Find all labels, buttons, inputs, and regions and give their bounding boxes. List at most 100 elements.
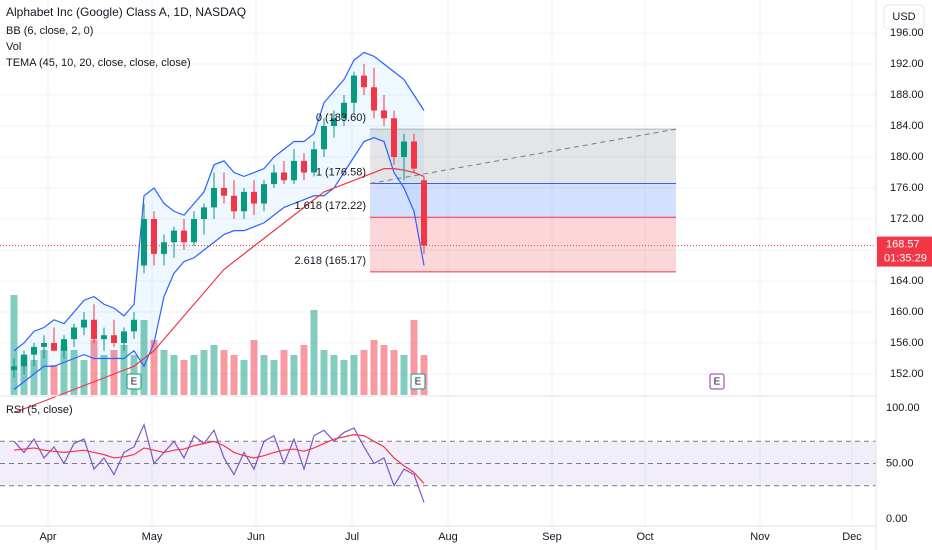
volume-bar bbox=[330, 355, 338, 395]
volume-bar bbox=[300, 345, 308, 395]
volume-bar bbox=[160, 350, 168, 395]
volume-bar bbox=[220, 350, 228, 395]
candle-body bbox=[141, 219, 147, 266]
rsi-title: RSI (5, close) bbox=[6, 404, 73, 416]
x-tick-label: Nov bbox=[750, 531, 770, 543]
y-tick-label: 192.00 bbox=[890, 58, 924, 70]
x-tick-label: Oct bbox=[636, 531, 653, 543]
candle-body bbox=[31, 346, 37, 355]
last-price-box bbox=[877, 236, 932, 267]
x-tick-label: Sep bbox=[542, 531, 562, 543]
currency-button[interactable] bbox=[883, 4, 925, 30]
earnings-marker bbox=[709, 373, 725, 390]
candle-body bbox=[241, 191, 247, 212]
candle-body bbox=[121, 331, 127, 343]
fib-label: 1 (176.58) bbox=[316, 166, 366, 178]
volume-bar bbox=[170, 355, 178, 395]
y-tick-label: 172.00 bbox=[890, 213, 924, 225]
y-tick-label: 196.00 bbox=[890, 27, 924, 39]
volume-bar bbox=[370, 340, 378, 395]
candle-body bbox=[421, 180, 427, 246]
candle-body bbox=[251, 191, 257, 204]
candle-body bbox=[311, 149, 317, 173]
countdown-label: 01:35:29 bbox=[884, 252, 927, 264]
volume-bar bbox=[180, 360, 188, 395]
volume-bar bbox=[310, 310, 318, 395]
earnings-label: E bbox=[714, 377, 721, 388]
trend-line bbox=[369, 128, 677, 185]
volume-bar bbox=[150, 340, 158, 395]
indicator-line bbox=[13, 168, 425, 414]
candle-body bbox=[261, 184, 267, 204]
candle-body bbox=[161, 242, 167, 254]
candle-body bbox=[361, 75, 367, 88]
candle-body bbox=[131, 319, 137, 332]
volume-bar bbox=[360, 350, 368, 395]
rsi-tick-label: 0.00 bbox=[886, 513, 907, 525]
candle-body bbox=[331, 118, 337, 127]
candle-body bbox=[151, 219, 157, 254]
candle-body bbox=[81, 319, 87, 328]
candle-body bbox=[231, 195, 237, 212]
volume-bar bbox=[10, 295, 18, 395]
candle-body bbox=[61, 339, 67, 351]
volume-bar bbox=[410, 320, 418, 395]
volume-bar bbox=[110, 350, 118, 395]
candle-body bbox=[181, 230, 187, 243]
volume-bar bbox=[30, 360, 38, 395]
volume-bar bbox=[340, 360, 348, 395]
y-tick-label: 184.00 bbox=[890, 120, 924, 132]
volume-bar bbox=[90, 340, 98, 395]
candle-body bbox=[401, 141, 407, 158]
candle-body bbox=[51, 342, 57, 351]
fib-label: 2.618 (165.17) bbox=[294, 255, 366, 267]
earnings-label: E bbox=[131, 377, 138, 388]
x-tick-label: Apr bbox=[39, 531, 56, 543]
x-tick-label: Dec bbox=[842, 531, 862, 543]
candle-body bbox=[341, 102, 347, 119]
y-tick-label: 180.00 bbox=[890, 151, 924, 163]
candle-body bbox=[221, 188, 227, 196]
candle-body bbox=[71, 327, 77, 340]
earnings-marker bbox=[410, 373, 426, 390]
fib-label: 0 (183.60) bbox=[316, 112, 366, 124]
candle-body bbox=[191, 219, 197, 243]
candle-body bbox=[111, 335, 117, 343]
y-tick-label: 156.00 bbox=[890, 337, 924, 349]
candle-body bbox=[371, 87, 377, 111]
x-tick-label: May bbox=[142, 531, 163, 543]
indicator-label: Vol bbox=[6, 41, 21, 53]
candle-body bbox=[11, 366, 17, 371]
volume-bar bbox=[140, 320, 148, 395]
candle-body bbox=[201, 207, 207, 220]
volume-bar bbox=[200, 350, 208, 395]
volume-bar bbox=[280, 350, 288, 395]
volume-bar bbox=[50, 365, 58, 395]
rsi-tick-label: 100.00 bbox=[886, 402, 920, 414]
earnings-label: E bbox=[415, 377, 422, 388]
last-price-label: 168.57 bbox=[886, 238, 920, 250]
volume-bar bbox=[290, 355, 298, 395]
y-tick-label: 188.00 bbox=[890, 89, 924, 101]
indicator-label: BB (6, close, 2, 0) bbox=[6, 25, 93, 37]
volume-bar bbox=[80, 360, 88, 395]
candle-body bbox=[211, 188, 217, 208]
rsi-line bbox=[13, 434, 425, 484]
volume-bar bbox=[230, 355, 238, 395]
candle-body bbox=[321, 126, 327, 150]
volume-bar bbox=[20, 355, 28, 395]
y-tick-label: 164.00 bbox=[890, 275, 924, 287]
y-tick-label: 176.00 bbox=[890, 182, 924, 194]
volume-bar bbox=[190, 355, 198, 395]
indicator-line bbox=[13, 136, 425, 390]
volume-bar bbox=[380, 345, 388, 395]
volume-bar bbox=[320, 350, 328, 395]
x-tick-label: Jun bbox=[247, 531, 265, 543]
y-tick-label: 152.00 bbox=[890, 368, 924, 380]
candle-body bbox=[21, 354, 27, 367]
volume-bar bbox=[40, 350, 48, 395]
volume-bar bbox=[270, 360, 278, 395]
y-tick-label: 160.00 bbox=[890, 306, 924, 318]
candle-body bbox=[301, 160, 307, 173]
volume-bar bbox=[250, 340, 258, 395]
